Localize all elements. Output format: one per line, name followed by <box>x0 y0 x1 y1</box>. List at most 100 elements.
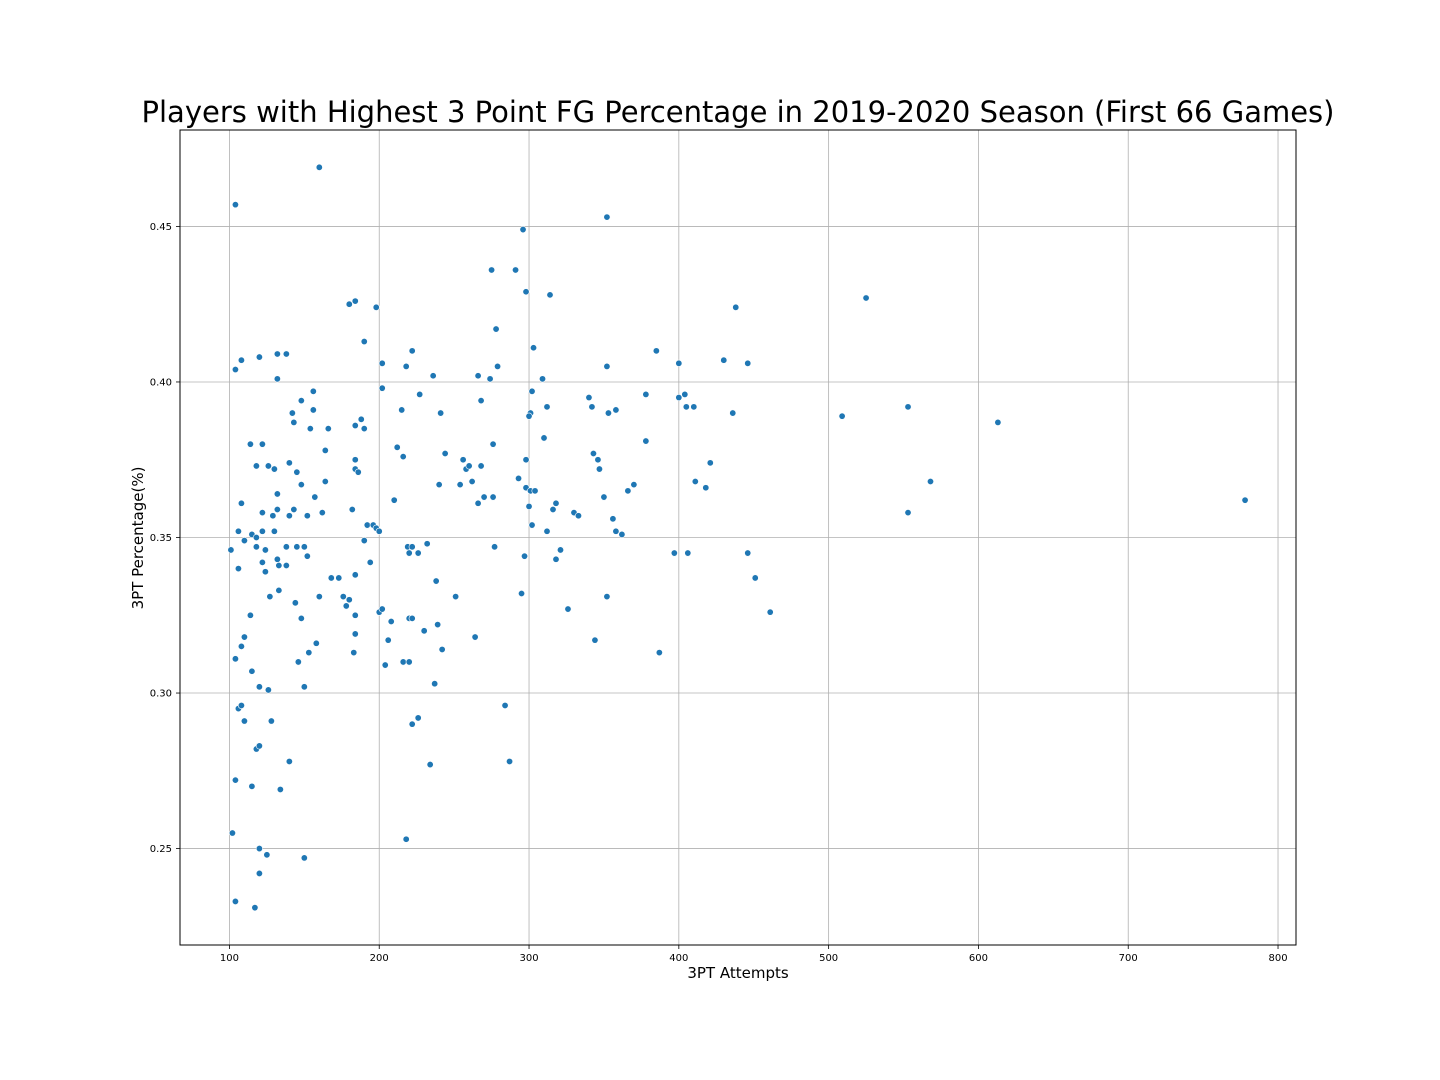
data-point <box>290 418 298 426</box>
data-point <box>282 350 290 358</box>
data-point <box>360 537 368 545</box>
data-point <box>342 602 350 610</box>
data-point <box>312 639 320 647</box>
data-point <box>429 372 437 380</box>
data-point <box>706 459 714 467</box>
x-tick-label: 300 <box>519 953 538 964</box>
data-point <box>375 527 383 535</box>
data-point <box>309 406 317 414</box>
data-point <box>318 509 326 517</box>
data-point <box>231 655 239 663</box>
data-point <box>351 297 359 305</box>
data-point <box>275 561 283 569</box>
data-point <box>838 412 846 420</box>
data-point <box>345 596 353 604</box>
data-point <box>402 835 410 843</box>
data-point <box>720 356 728 364</box>
data-point <box>291 599 299 607</box>
data-point <box>231 897 239 905</box>
data-point <box>237 701 245 709</box>
data-point <box>360 425 368 433</box>
data-point <box>744 549 752 557</box>
data-point <box>351 422 359 430</box>
data-point <box>682 403 690 411</box>
data-point <box>303 512 311 520</box>
data-point <box>303 552 311 560</box>
data-point <box>227 546 235 554</box>
data-point <box>293 543 301 551</box>
data-point <box>405 549 413 557</box>
data-point <box>234 565 242 573</box>
data-point <box>351 456 359 464</box>
data-point <box>300 683 308 691</box>
data-point <box>363 521 371 529</box>
data-point <box>282 543 290 551</box>
data-point <box>248 782 256 790</box>
data-point <box>408 347 416 355</box>
data-point <box>522 456 530 464</box>
data-point <box>285 512 293 520</box>
data-point <box>452 593 460 601</box>
data-point <box>297 481 305 489</box>
data-point <box>766 608 774 616</box>
data-point <box>552 555 560 563</box>
data-point <box>434 621 442 629</box>
data-point <box>435 481 443 489</box>
data-point <box>675 359 683 367</box>
data-point <box>348 506 356 514</box>
data-point <box>398 406 406 414</box>
data-point <box>437 409 445 417</box>
data-point <box>528 387 536 395</box>
data-point <box>294 658 302 666</box>
data-point <box>603 213 611 221</box>
data-point <box>681 390 689 398</box>
data-point <box>366 558 374 566</box>
data-point <box>351 571 359 579</box>
data-point <box>543 403 551 411</box>
data-point <box>270 465 278 473</box>
axis-ticks: 100 200 300 400 500 600 700 800 0.25 0.30 0.35 0.40… <box>150 222 1288 964</box>
data-point <box>426 761 434 769</box>
data-point <box>751 574 759 582</box>
data-point <box>273 490 281 498</box>
data-point <box>335 574 343 582</box>
data-point <box>512 266 520 274</box>
data-point <box>402 362 410 370</box>
y-tick-label: 0.35 <box>150 533 172 544</box>
x-tick-label: 100 <box>220 953 239 964</box>
data-point <box>655 649 663 657</box>
data-point <box>324 425 332 433</box>
data-point <box>350 649 358 657</box>
data-point <box>474 372 482 380</box>
data-point <box>589 450 597 458</box>
data-point <box>381 661 389 669</box>
data-point <box>552 499 560 507</box>
data-point <box>539 375 547 383</box>
data-point <box>732 303 740 311</box>
data-point <box>408 543 416 551</box>
data-point <box>252 543 260 551</box>
data-point <box>588 403 596 411</box>
data-point <box>531 487 539 495</box>
x-tick-label: 500 <box>819 953 838 964</box>
data-point <box>258 440 266 448</box>
data-point <box>252 533 260 541</box>
data-point <box>351 611 359 619</box>
data-point <box>372 303 380 311</box>
data-point <box>248 667 256 675</box>
data-point <box>480 493 488 501</box>
data-point <box>595 465 603 473</box>
data-point <box>246 440 254 448</box>
data-point <box>416 390 424 398</box>
x-tick-label: 200 <box>370 953 389 964</box>
data-point <box>378 384 386 392</box>
data-point <box>300 543 308 551</box>
data-point <box>670 549 678 557</box>
data-point <box>297 614 305 622</box>
data-point <box>1241 496 1249 504</box>
data-point <box>862 294 870 302</box>
data-point <box>652 347 660 355</box>
data-point <box>459 456 467 464</box>
data-point <box>438 645 446 653</box>
data-point <box>261 546 269 554</box>
